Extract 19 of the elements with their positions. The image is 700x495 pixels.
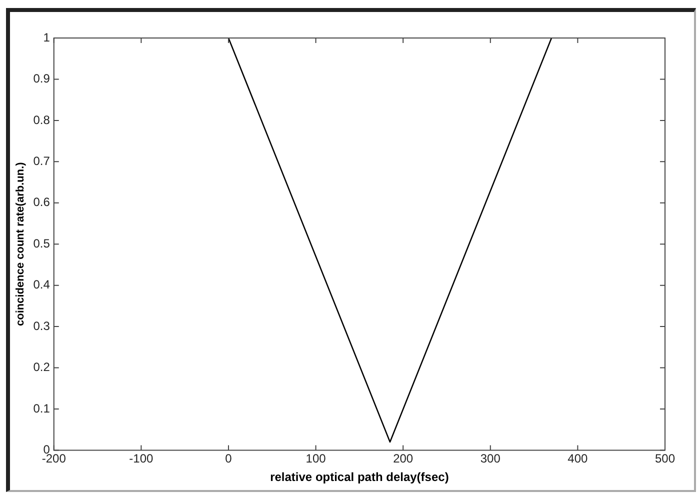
y-tick-label: 0.8 — [33, 112, 50, 127]
y-tick-label: 0.2 — [33, 360, 50, 374]
y-tick-label: 0.9 — [33, 72, 50, 86]
x-axis-title: relative optical path delay(fsec) — [270, 470, 449, 484]
x-tick-label: 500 — [654, 452, 676, 466]
x-tick-label: 200 — [393, 452, 414, 466]
y-tick-label: 0.3 — [33, 318, 50, 333]
y-tick-label: 0.7 — [33, 154, 50, 168]
y-tick-label: 0.6 — [33, 195, 50, 210]
x-tick-label: 100 — [306, 452, 326, 466]
y-tick-label: 0.1 — [33, 401, 50, 416]
x-tick-label: 300 — [480, 452, 501, 466]
x-tick-label: 400 — [568, 452, 588, 466]
y-axis-title: coincidence count rate(arb.un.) — [14, 162, 27, 326]
y-tick-label: 1 — [43, 30, 50, 44]
y-tick-label: 0.5 — [33, 236, 50, 250]
y-tick-label: 0.4 — [33, 278, 50, 292]
x-tick-label: 0 — [225, 452, 232, 466]
x-tick-label: -100 — [129, 452, 154, 466]
